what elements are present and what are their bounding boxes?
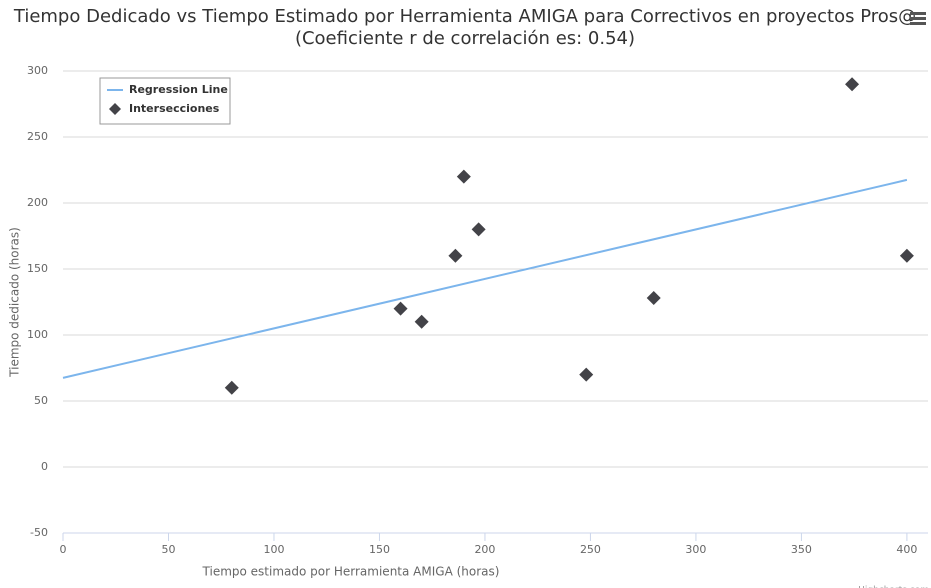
data-point (448, 248, 463, 263)
menu-bar[interactable] (910, 12, 926, 15)
x-tick-label: 400 (896, 543, 917, 556)
x-tick-label: 150 (369, 543, 390, 556)
legend-label: Regression Line (129, 83, 228, 96)
x-tick-label: 0 (60, 543, 67, 556)
data-point (393, 301, 408, 316)
y-tick-label: -50 (30, 526, 48, 539)
data-point (899, 248, 914, 263)
menu-button[interactable] (910, 12, 926, 25)
data-point (456, 169, 471, 184)
x-tick-label: 250 (580, 543, 601, 556)
data-point (646, 291, 661, 306)
y-tick-label: 300 (27, 64, 48, 77)
credit[interactable]: Highcharts.com (858, 586, 929, 588)
data-point (845, 77, 860, 92)
x-axis-label: Tiempo estimado por Herramienta AMIGA (h… (202, 565, 500, 579)
y-tick-label: 0 (41, 460, 48, 473)
x-tick-label: 300 (685, 543, 706, 556)
y-tick-label: 100 (27, 328, 48, 341)
data-point (414, 314, 429, 329)
x-tick-label: 350 (791, 543, 812, 556)
legend-label: Intersecciones (129, 102, 220, 115)
y-tick-label: 50 (34, 394, 48, 407)
chart-title: Tiempo Dedicado vs Tiempo Estimado por H… (13, 6, 916, 27)
data-point (471, 222, 486, 237)
legend-box (99, 77, 231, 125)
x-tick-label: 100 (263, 543, 284, 556)
data-point (224, 380, 239, 395)
y-axis-label: Tiempo dedicado (horas) (8, 227, 22, 378)
x-tick-label: 50 (161, 543, 175, 556)
y-tick-label: 150 (27, 262, 48, 275)
y-tick-label: 250 (27, 130, 48, 143)
x-tick-label: 200 (474, 543, 495, 556)
y-tick-label: 200 (27, 196, 48, 209)
menu-bar[interactable] (910, 17, 926, 20)
legend-symbol (109, 103, 121, 115)
menu-bar[interactable] (910, 22, 926, 25)
regression-line (62, 178, 908, 379)
chart-subtitle: (Coeficiente r de correlación es: 0.54) (295, 28, 635, 49)
data-point (579, 367, 594, 382)
